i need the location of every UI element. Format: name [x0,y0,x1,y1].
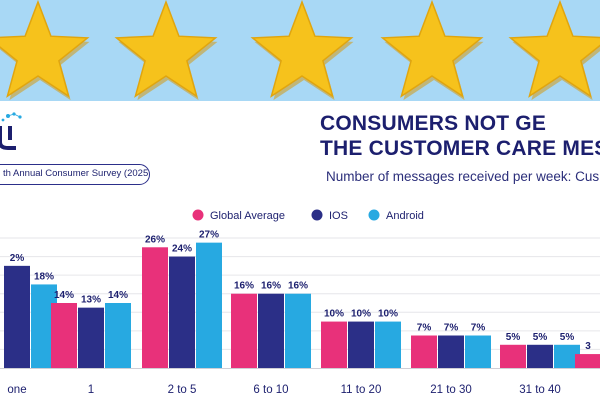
star-rating-banner [0,0,600,101]
bar [231,293,257,368]
bar [196,242,222,368]
data-label: 7% [417,323,432,334]
data-label: 5% [533,332,548,343]
legend-marker [311,209,323,221]
bar [51,303,77,368]
data-label: 27% [199,230,219,241]
category-tick-label: 11 to 20 [341,384,382,396]
data-label: 7% [471,323,486,334]
legend-label: IOS [329,210,348,222]
bar [575,354,600,368]
data-label: 18% [34,271,54,282]
bar [4,265,30,368]
bar [411,335,437,368]
data-label: 16% [288,281,308,292]
data-label: 24% [172,244,192,255]
bar [258,293,284,368]
chart-subtitle: Number of messages received per week: Cu… [326,169,600,184]
data-label: 5% [560,332,575,343]
star-icon [0,0,90,98]
data-label: 2% [10,253,25,264]
company-logo-icon [0,112,22,150]
category-tick-label: 2 to 5 [168,384,197,396]
data-label: 10% [324,309,344,320]
data-label: 10% [378,309,398,320]
data-label: 7% [444,323,459,334]
bar [78,307,104,368]
data-label: 16% [234,281,254,292]
star-icon [508,0,600,98]
legend-label: Android [386,210,424,222]
bar [105,303,131,368]
data-label: 14% [54,290,74,301]
legend-item: IOS [311,209,348,222]
category-tick-label: 6 to 10 [253,384,288,396]
legend-marker [368,209,380,221]
legend-item: Android [368,209,424,222]
bar [465,335,491,368]
star-icon [380,0,484,98]
data-label: 26% [145,234,165,245]
bar [438,335,464,368]
bar [554,344,580,368]
bar [142,247,168,368]
data-label: 13% [81,295,101,306]
star-icon [114,0,218,98]
bar [321,321,347,368]
page-title: CONSUMERS NOT GE THE CUSTOMER CARE MES [320,111,600,161]
legend-marker [192,209,204,221]
data-label: 5% [506,332,521,343]
data-label: 3 [585,341,591,352]
bar [348,321,374,368]
title-line-1: CONSUMERS NOT GE [320,112,547,135]
data-label: 14% [108,290,128,301]
legend-label: Global Average [210,210,285,222]
title-line-2: THE CUSTOMER CARE MES [320,137,600,160]
bar [500,344,526,368]
category-tick-label: 31 to 40 [519,384,561,396]
bar [375,321,401,368]
legend-item: Global Average [192,209,285,222]
survey-label: th Annual Consumer Survey (2025) [0,164,150,185]
bar [285,293,311,368]
star-icon [250,0,354,98]
category-tick-label: 1 [88,384,94,396]
bar-chart: Global Average IOS Android 2% 18% one 14% 13% 14… [0,209,600,396]
category-tick-label: one [7,384,26,396]
data-label: 16% [261,281,281,292]
bar [169,256,195,368]
bar [527,344,553,368]
data-label: 10% [351,309,371,320]
category-tick-label: 21 to 30 [430,384,472,396]
